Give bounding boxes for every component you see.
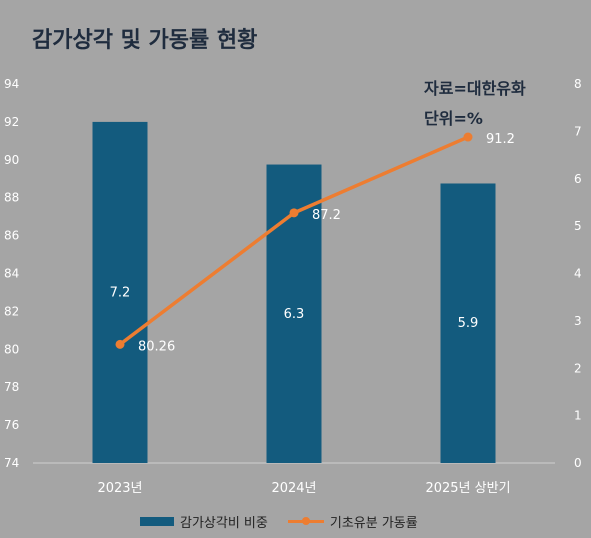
legend-item-line: 기초유분 가동률 [287, 512, 418, 531]
x-tick-label: 2025년 상반기 [425, 481, 510, 496]
y-right-tick-label: 4 [574, 267, 582, 281]
line-point [289, 208, 299, 218]
bar [440, 183, 496, 464]
y-right-tick-label: 6 [574, 172, 582, 186]
x-tick-label: 2024년 [271, 481, 316, 496]
y-right-tick-label: 5 [574, 219, 582, 233]
y-right-tick-label: 3 [574, 314, 582, 328]
y-left-tick-label: 80 [4, 342, 19, 356]
y-right-tick-label: 7 [574, 124, 582, 138]
bar-data-label: 6.3 [284, 307, 305, 322]
unit-note: 단위=% [424, 109, 483, 128]
line-point [115, 339, 125, 349]
source-note: 자료=대한유화 [424, 79, 526, 98]
legend-swatch-bar [140, 517, 174, 526]
bar-data-label: 7.2 [110, 285, 131, 300]
legend-swatch-line [287, 517, 324, 526]
y-left-tick-label: 86 [4, 229, 19, 243]
legend-item-bar: 감가상각비 비중 [140, 512, 268, 531]
bar [92, 121, 148, 464]
bar-data-label: 5.9 [458, 316, 479, 331]
y-left-tick-label: 76 [4, 418, 19, 432]
legend-label-bar: 감가상각비 비중 [180, 516, 268, 531]
y-left-tick-label: 82 [4, 304, 19, 318]
y-right-tick-label: 2 [574, 361, 582, 375]
line-point [463, 132, 473, 142]
line-data-label: 91.2 [486, 132, 515, 147]
chart-title: 감가상각 및 가동률 현황 [32, 28, 258, 53]
legend: 감가상각비 비중 기초유분 가동률 [140, 512, 438, 531]
y-left-tick-label: 84 [4, 267, 19, 281]
y-right-tick-label: 0 [574, 456, 582, 470]
y-left-tick-label: 90 [4, 153, 19, 167]
y-left-tick-label: 92 [4, 115, 19, 129]
legend-label-line: 기초유분 가동률 [329, 516, 418, 531]
line-data-label: 80.26 [138, 339, 175, 354]
y-left-tick-label: 74 [4, 456, 19, 470]
y-left-tick-label: 94 [4, 77, 19, 91]
y-left-tick-label: 88 [4, 191, 19, 205]
y-right-tick-label: 8 [574, 77, 582, 91]
y-left-tick-label: 78 [4, 380, 19, 394]
line-data-label: 87.2 [312, 208, 341, 223]
y-right-tick-label: 1 [574, 409, 582, 423]
x-tick-label: 2023년 [97, 481, 142, 496]
